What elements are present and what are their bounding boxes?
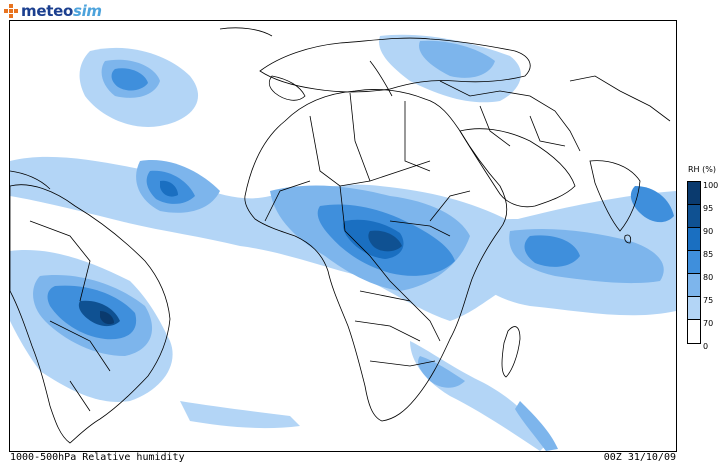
- legend-tick: 100: [703, 181, 719, 190]
- legend-tick: 85: [703, 250, 714, 259]
- legend-title: RH (%): [688, 165, 716, 174]
- legend-tick: 70: [703, 319, 714, 328]
- map-variable-label: 1000-500hPa Relative humidity: [10, 452, 185, 463]
- map-canvas: [10, 27, 676, 451]
- meteosim-logo: meteosim: [4, 2, 102, 20]
- legend-swatch-75-80: [688, 274, 700, 297]
- coastlines: [10, 27, 671, 444]
- humidity-map: [9, 20, 677, 452]
- legend-tick: 0: [703, 342, 709, 351]
- legend-tick: 75: [703, 296, 714, 305]
- legend-swatch-90-95: [688, 205, 700, 228]
- legend-swatch-0-70: [688, 320, 700, 343]
- logo-text: meteosim: [21, 2, 102, 20]
- map-valid-time: 00Z 31/10/09: [603, 452, 676, 463]
- legend-swatch-80-85: [688, 251, 700, 274]
- humidity-contours-max: [78, 180, 404, 327]
- legend-colorbar: [687, 181, 701, 344]
- humidity-legend: RH (%) 100 95 90 85 80 75 70 0: [682, 165, 718, 355]
- legend-tick: 80: [703, 273, 714, 282]
- legend-swatch-85-90: [688, 228, 700, 251]
- legend-tick: 90: [703, 227, 714, 236]
- legend-tick: 95: [703, 204, 714, 213]
- legend-swatch-95-100: [688, 182, 700, 205]
- logo-mark-icon: [4, 4, 18, 18]
- legend-swatch-70-75: [688, 297, 700, 320]
